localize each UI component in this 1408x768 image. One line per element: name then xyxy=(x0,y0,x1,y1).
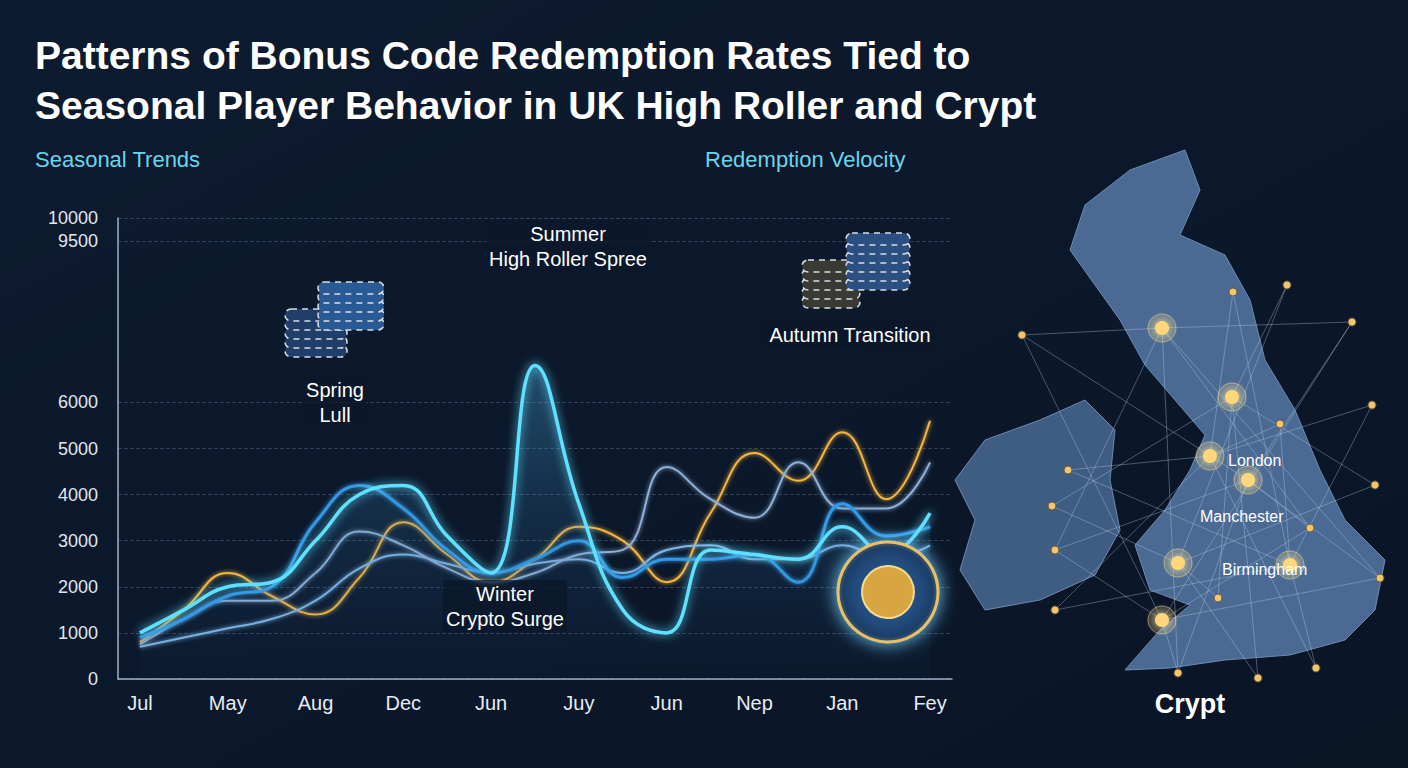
svg-text:Winter: Winter xyxy=(476,583,534,605)
svg-text:Aug: Aug xyxy=(298,692,334,714)
svg-text:Autumn Transition: Autumn Transition xyxy=(769,324,930,346)
svg-text:Jul: Jul xyxy=(127,692,153,714)
svg-text:0: 0 xyxy=(88,669,98,689)
svg-text:London: London xyxy=(1228,452,1281,469)
svg-text:Spring: Spring xyxy=(306,379,364,401)
svg-text:Nep: Nep xyxy=(736,692,773,714)
svg-text:Birmingham: Birmingham xyxy=(1222,561,1307,578)
svg-text:Juy: Juy xyxy=(563,692,594,714)
svg-text:High Roller Spree: High Roller Spree xyxy=(489,248,647,270)
svg-text:1000: 1000 xyxy=(58,623,98,643)
svg-text:9500: 9500 xyxy=(58,231,98,251)
svg-text:Jun: Jun xyxy=(475,692,507,714)
svg-text:6000: 6000 xyxy=(58,392,98,412)
svg-text:4000: 4000 xyxy=(58,485,98,505)
svg-text:5000: 5000 xyxy=(58,439,98,459)
svg-text:Dec: Dec xyxy=(386,692,422,714)
svg-text:Patterns of Bonus Code Redempt: Patterns of Bonus Code Redemption Rates … xyxy=(35,34,970,77)
svg-text:Seasonal Trends: Seasonal Trends xyxy=(35,147,200,172)
svg-text:Seasonal Player Behavior in UK: Seasonal Player Behavior in UK High Roll… xyxy=(35,84,1036,127)
svg-text:2000: 2000 xyxy=(58,577,98,597)
svg-text:3000: 3000 xyxy=(58,531,98,551)
svg-text:Lull: Lull xyxy=(319,404,350,426)
svg-text:Redemption Velocity: Redemption Velocity xyxy=(705,147,906,172)
svg-text:10000: 10000 xyxy=(48,208,98,228)
svg-text:Jun: Jun xyxy=(651,692,683,714)
svg-text:Fey: Fey xyxy=(913,692,946,714)
svg-text:Summer: Summer xyxy=(530,223,606,245)
svg-text:Jan: Jan xyxy=(826,692,858,714)
svg-text:Crypto Surge: Crypto Surge xyxy=(446,608,564,630)
svg-text:May: May xyxy=(209,692,247,714)
svg-text:Manchester: Manchester xyxy=(1200,508,1284,525)
svg-text:Crypt: Crypt xyxy=(1155,689,1226,719)
